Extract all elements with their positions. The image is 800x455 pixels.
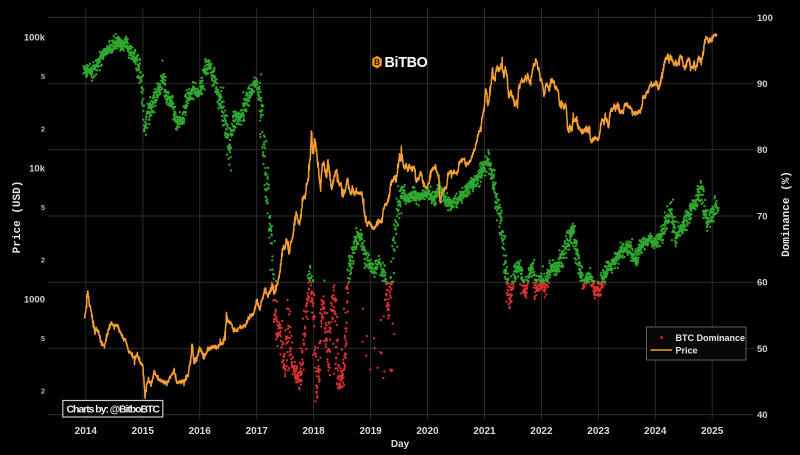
svg-text:1000: 1000: [24, 294, 45, 305]
svg-text:2016: 2016: [189, 426, 212, 437]
svg-text:2018: 2018: [302, 426, 325, 437]
svg-text:2021: 2021: [473, 426, 496, 437]
svg-text:2020: 2020: [416, 426, 439, 437]
svg-text:2: 2: [41, 124, 45, 133]
svg-text:Charts by: @BitboBTC: Charts by: @BitboBTC: [67, 404, 161, 416]
svg-text:Price (USD): Price (USD): [12, 181, 24, 254]
svg-text:Dominance (%): Dominance (%): [781, 171, 793, 257]
svg-text:2017: 2017: [246, 426, 269, 437]
svg-text:2022: 2022: [530, 426, 553, 437]
svg-text:2024: 2024: [644, 426, 667, 437]
svg-text:2: 2: [41, 255, 45, 264]
svg-text:BiTBO: BiTBO: [385, 55, 429, 71]
svg-text:5: 5: [41, 334, 45, 343]
svg-text:70: 70: [757, 211, 768, 222]
svg-text:2015: 2015: [132, 426, 155, 437]
svg-text:B: B: [374, 58, 380, 67]
svg-text:100k: 100k: [24, 32, 46, 43]
svg-text:100: 100: [757, 13, 773, 24]
svg-text:5: 5: [41, 203, 45, 212]
svg-text:5: 5: [41, 72, 45, 81]
svg-text:40: 40: [757, 410, 768, 421]
svg-text:90: 90: [757, 79, 768, 90]
svg-text:2019: 2019: [359, 426, 382, 437]
svg-text:Day: Day: [391, 439, 410, 450]
svg-text:2: 2: [41, 386, 45, 395]
svg-text:10k: 10k: [29, 163, 46, 174]
svg-text:50: 50: [757, 344, 768, 355]
svg-text:2023: 2023: [587, 426, 610, 437]
svg-text:2025: 2025: [701, 426, 724, 437]
svg-text:BTC Dominance: BTC Dominance: [676, 333, 746, 343]
svg-text:2014: 2014: [75, 426, 98, 437]
svg-text:60: 60: [757, 278, 768, 289]
svg-text:Price: Price: [676, 346, 698, 356]
svg-text:80: 80: [757, 145, 768, 156]
